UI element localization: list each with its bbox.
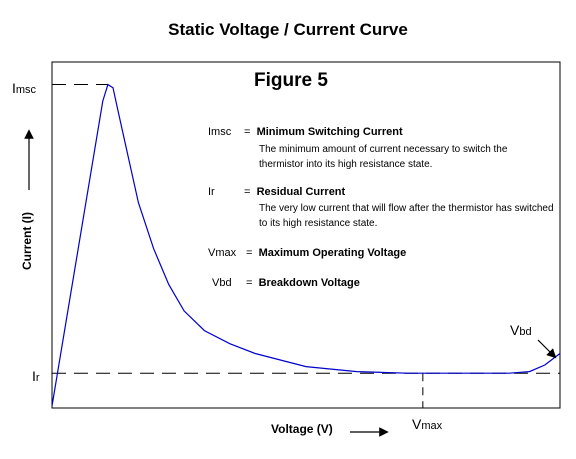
key-entry-imsc: Imsc = Minimum Switching Current	[208, 126, 403, 138]
vi-curve-line	[51, 83, 561, 407]
key-description-ir: The very low current that will flow afte…	[259, 203, 554, 229]
imsc-axis-label: Imsc	[12, 80, 37, 96]
vmax-axis-label: Vmax	[412, 416, 443, 432]
key-entry-vbd: Vbd = Breakdown Voltage	[212, 277, 360, 289]
figure-label: Figure 5	[254, 70, 328, 91]
vbd-arrow	[537, 339, 557, 359]
vbd-callout-label: Vbd	[510, 322, 532, 338]
key-description-imsc: The minimum amount of current necessary …	[259, 144, 508, 170]
x-axis-label: Voltage (V)	[271, 422, 333, 436]
ir-axis-label: Ir	[32, 368, 40, 384]
chart-title: Static Voltage / Current Curve	[168, 20, 408, 39]
key-entry-ir: Ir = Residual Current	[208, 186, 346, 198]
key-entry-vmax: Vmax = Maximum Operating Voltage	[208, 247, 407, 259]
plot-frame	[51, 61, 561, 409]
